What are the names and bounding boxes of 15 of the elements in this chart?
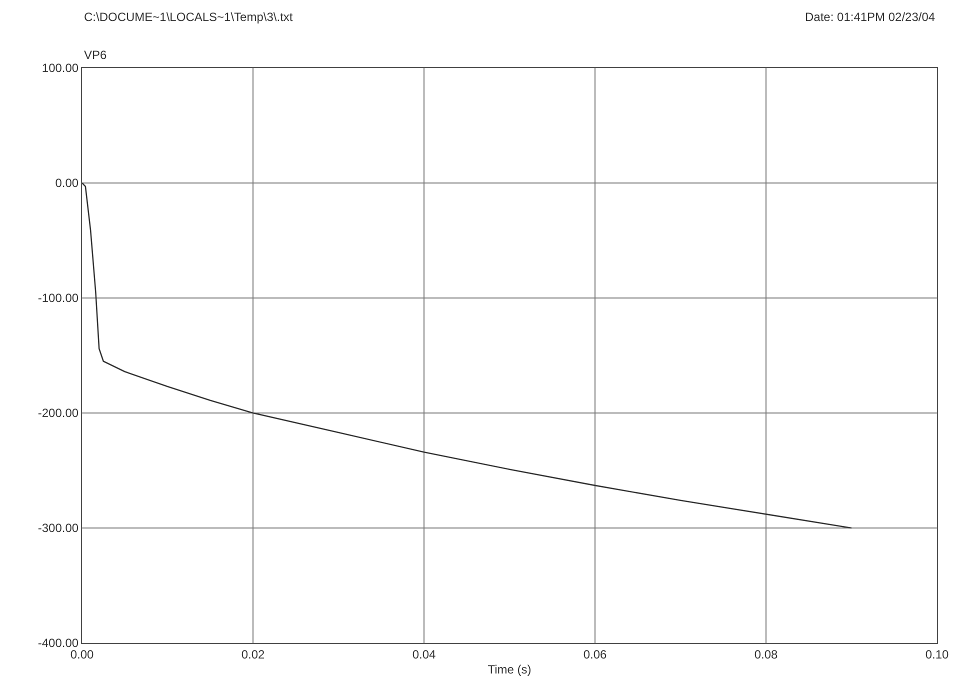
y-axis-title: VP6 xyxy=(84,48,108,62)
x-tick-label: 0.10 xyxy=(925,647,949,662)
x-tick-label: 0.04 xyxy=(412,647,436,662)
y-tick-label: 100.00 xyxy=(42,61,79,76)
y-tick-label: -300.00 xyxy=(38,521,79,536)
y-tick-label: -100.00 xyxy=(38,291,79,306)
x-tick-label: 0.06 xyxy=(583,647,607,662)
chart-title: C:\DOCUME~1\LOCALS~1\Temp\3\.txt xyxy=(84,10,294,24)
line-series xyxy=(82,182,852,529)
x-tick-label: 0.02 xyxy=(241,647,265,662)
x-axis-title: Time (s) xyxy=(488,662,532,676)
y-tick-label: 0.00 xyxy=(55,176,79,190)
y-tick-label: -200.00 xyxy=(38,406,79,420)
x-tick-label: 0.08 xyxy=(754,647,778,662)
chart-subtitle: Date: 01:41PM 02/23/04 xyxy=(805,10,936,24)
